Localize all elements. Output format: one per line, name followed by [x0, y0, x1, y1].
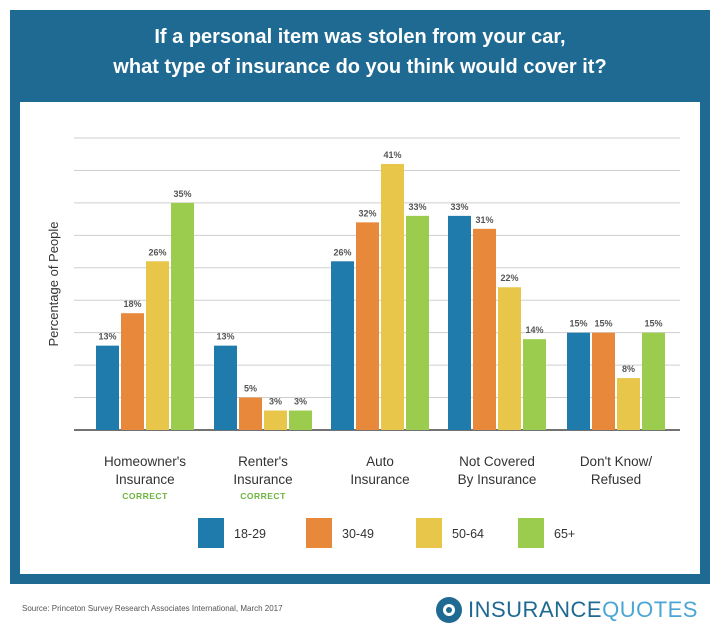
data-label: 22% — [500, 273, 518, 283]
category-label-line-1: Not Covered — [459, 454, 535, 469]
data-label: 5% — [244, 384, 257, 394]
bar — [356, 222, 379, 430]
chart-title-line-1: If a personal item was stolen from your … — [154, 26, 566, 48]
legend-label: 30-49 — [342, 527, 374, 541]
logo-text-insurance: INSURANCE — [468, 597, 603, 622]
bar — [567, 332, 590, 430]
legend-swatch — [518, 518, 544, 548]
category-label-line-2: Insurance — [350, 472, 409, 487]
data-label: 13% — [98, 332, 116, 342]
bar — [289, 410, 312, 430]
data-label: 26% — [148, 247, 166, 257]
category-label-line-2: Insurance — [115, 472, 174, 487]
legend-label: 18-29 — [234, 527, 266, 541]
chart-panel: Percentage of People 13% 18% 26% 35% Homeowne… — [20, 102, 700, 574]
data-label: 32% — [358, 208, 376, 218]
bar — [96, 345, 119, 430]
chart-title: If a personal item was stolen from your … — [10, 22, 710, 82]
chart-title-line-2: what type of insurance do you think woul… — [113, 56, 607, 78]
data-label: 15% — [569, 319, 587, 329]
category-label-line-2: By Insurance — [458, 472, 537, 487]
data-label: 31% — [475, 215, 493, 225]
bar — [171, 202, 194, 430]
legend-swatch — [198, 518, 224, 548]
bar — [473, 228, 496, 430]
category-label-line-1: Homeowner's — [104, 454, 186, 469]
logo-text-quotes: QUOTES — [602, 597, 698, 622]
legend-swatch — [306, 518, 332, 548]
data-label: 14% — [525, 325, 543, 335]
data-label: 13% — [216, 332, 234, 342]
y-axis-label: Percentage of People — [46, 221, 61, 346]
data-label: 3% — [294, 397, 307, 407]
category-label-line-1: Renter's — [238, 454, 288, 469]
legend-label: 65+ — [554, 527, 575, 541]
bar — [146, 261, 169, 430]
bar — [448, 215, 471, 430]
category-label-line-2: Refused — [591, 472, 641, 487]
bar — [121, 313, 144, 430]
bar — [592, 332, 615, 430]
data-label: 15% — [644, 319, 662, 329]
bar — [381, 163, 404, 430]
bar-chart: Percentage of People 13% 18% 26% 35% Homeowne… — [46, 137, 680, 548]
data-label: 35% — [173, 189, 191, 199]
bar — [617, 378, 640, 430]
legend-swatch — [416, 518, 442, 548]
data-label: 26% — [333, 247, 351, 257]
data-label: 18% — [123, 299, 141, 309]
chart-frame: If a personal item was stolen from your … — [10, 10, 710, 584]
bar — [214, 345, 237, 430]
data-label: 33% — [408, 202, 426, 212]
source-note: Source: Princeton Survey Research Associ… — [22, 604, 283, 613]
data-label: 15% — [594, 319, 612, 329]
data-label: 8% — [622, 364, 635, 374]
legend-label: 50-64 — [452, 527, 484, 541]
bar — [498, 287, 521, 430]
logo-mark-icon — [436, 597, 462, 623]
correct-note: CORRECT — [240, 491, 286, 501]
bar — [331, 261, 354, 430]
insurancequotes-logo: INSURANCEQUOTES — [436, 594, 698, 626]
logo-text: INSURANCEQUOTES — [468, 597, 698, 623]
category-label-line-2: Insurance — [233, 472, 292, 487]
bar — [264, 410, 287, 430]
bar — [642, 332, 665, 430]
correct-note: CORRECT — [122, 491, 168, 501]
data-label: 41% — [383, 150, 401, 160]
bar — [406, 215, 429, 430]
data-label: 3% — [269, 397, 282, 407]
data-label: 33% — [450, 202, 468, 212]
bar — [239, 397, 262, 430]
category-label-line-1: Don't Know/ — [580, 454, 653, 469]
bar — [523, 339, 546, 430]
category-label-line-1: Auto — [366, 454, 394, 469]
